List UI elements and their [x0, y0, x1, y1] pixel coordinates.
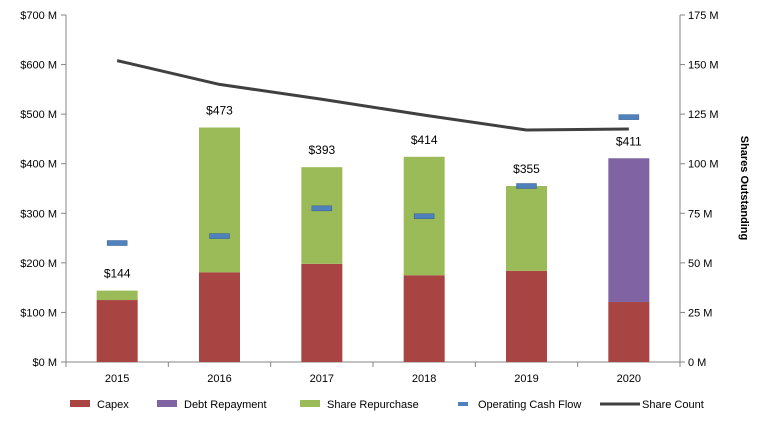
y-left-tick-label: $700 M [20, 10, 57, 22]
y-right-tick-label: 25 M [688, 307, 712, 319]
total-data-label: $355 [513, 162, 540, 176]
bar-debt-repayment [608, 158, 650, 303]
total-data-label: $414 [411, 133, 438, 147]
operating-cash-flow-marker [209, 233, 230, 239]
legend-swatch-capex [70, 400, 90, 407]
legend-label-operating-cash-flow: Operating Cash Flow [478, 399, 581, 411]
bar-share-repurchase [506, 186, 547, 271]
x-tick-label: 2016 [207, 373, 231, 385]
y-right-tick-label: 150 M [688, 60, 719, 72]
share-count-line [116, 59, 629, 132]
bar-share-repurchase [96, 290, 138, 301]
legend-label-debt-repayment: Debt Repayment [184, 399, 267, 411]
chart-legend: Capex Debt Repayment Share Repurchase Opera… [70, 399, 704, 411]
y-left-tick-label: $300 M [20, 208, 57, 220]
bar-share-repurchase [301, 167, 343, 264]
legend-label-capex: Capex [97, 399, 129, 411]
y-right-tick-label: 50 M [688, 258, 712, 270]
operating-cash-flow-marker [311, 205, 333, 212]
bar-capex [199, 272, 240, 362]
chart-bars [96, 127, 650, 362]
bar-capex [506, 270, 547, 362]
y-left-tick-label: $500 M [20, 109, 57, 121]
y-left-tick-label: $200 M [20, 258, 57, 270]
y-right-tick-label: 175 M [688, 10, 719, 22]
x-tick-label: 2017 [310, 373, 334, 385]
x-tick-label: 2019 [514, 373, 538, 385]
operating-cash-flow-marker [413, 213, 435, 220]
operating-cash-flow-marker [618, 114, 640, 120]
total-data-label: $144 [104, 267, 131, 281]
bar-capex [301, 263, 343, 362]
x-tick-label: 2020 [617, 373, 641, 385]
legend-label-share-count: Share Count [642, 399, 704, 411]
bar-capex [403, 275, 445, 362]
y-left-tick-label: $0 M [33, 357, 57, 369]
y-right-tick-label: 100 M [688, 159, 719, 171]
total-data-label: $393 [308, 143, 335, 157]
bar-capex [608, 302, 650, 362]
y-left-tick-label: $100 M [20, 307, 57, 319]
legend-swatch-share-repurchase [300, 400, 320, 407]
bar-share-repurchase [199, 127, 240, 273]
legend-swatch-operating-cash-flow [458, 402, 468, 406]
legend-swatch-debt-repayment [157, 400, 177, 407]
chart-marks: $144 $473 $393 $414 $355 $411 [104, 59, 642, 281]
y-left-tick-label: $600 M [20, 60, 57, 72]
total-data-label: $473 [206, 104, 233, 118]
chart-axes: $0 M $100 M $200 M $300 M $400 M $500 M $600 M… [20, 10, 718, 385]
legend-label-share-repurchase: Share Repurchase [327, 399, 419, 411]
y-left-tick-label: $400 M [20, 159, 57, 171]
y-right-tick-label: 125 M [688, 109, 719, 121]
y-right-tick-label: 0 M [688, 357, 706, 369]
operating-cash-flow-marker [106, 240, 128, 246]
y-right-axis-title: Shares Outstanding [738, 136, 750, 241]
x-tick-label: 2015 [105, 373, 129, 385]
total-data-label: $411 [616, 134, 642, 148]
y-right-tick-label: 75 M [688, 208, 712, 220]
x-tick-label: 2018 [412, 373, 436, 385]
bar-capex [96, 300, 138, 362]
operating-cash-flow-marker [516, 183, 537, 189]
